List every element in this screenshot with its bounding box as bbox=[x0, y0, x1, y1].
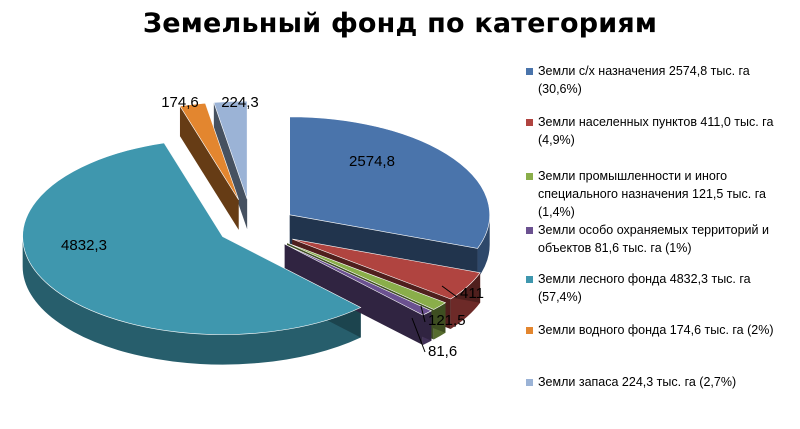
pie-slice-6 bbox=[179, 102, 239, 200]
chart-title: Земельный фонд по категориям bbox=[142, 8, 658, 39]
pie-slice-3 bbox=[286, 242, 447, 310]
legend-label: Земли промышленности и иного специальног… bbox=[538, 169, 766, 219]
legend-item: Земли запаса 224,3 тыс. га (2,7%) bbox=[524, 373, 792, 391]
data-label-4: 81,6 bbox=[428, 343, 457, 360]
legend-swatch bbox=[526, 119, 533, 126]
legend-item: Земли промышленности и иного специальног… bbox=[524, 167, 792, 221]
legend-swatch bbox=[526, 68, 533, 75]
data-label-7: 224,3 bbox=[221, 94, 259, 111]
legend-label: Земли водного фонда 174,6 тыс. га (2%) bbox=[538, 323, 774, 337]
legend-item: Земли особо охраняемых территорий и объе… bbox=[524, 221, 792, 257]
data-label-2: 411 bbox=[460, 285, 484, 302]
pie-slice-5 bbox=[22, 142, 362, 335]
pie-slice-1 bbox=[289, 116, 490, 249]
legend-item: Земли водного фонда 174,6 тыс. га (2%) bbox=[524, 321, 792, 339]
data-label-1: 2574,8 bbox=[349, 153, 395, 170]
pie-slice-7 bbox=[213, 100, 248, 200]
legend-item: Земли лесного фонда 4832,3 тыс. га (57,4… bbox=[524, 270, 792, 306]
data-label-3: 121,5 bbox=[428, 312, 466, 329]
legend-label: Земли запаса 224,3 тыс. га (2,7%) bbox=[538, 375, 737, 389]
legend-item: Земли населенных пунктов 411,0 тыс. га (… bbox=[524, 113, 792, 149]
data-label-5: 4832,3 bbox=[61, 237, 107, 254]
legend-swatch bbox=[526, 227, 533, 234]
legend-swatch bbox=[526, 276, 533, 283]
pie-slice-2 bbox=[292, 238, 481, 300]
pie-chart: 2574,8 411 121,5 81,6 4832,3 174,6 224,3 bbox=[22, 94, 490, 365]
legend-swatch bbox=[526, 327, 533, 334]
legend-label: Земли лесного фонда 4832,3 тыс. га (57,4… bbox=[538, 272, 751, 304]
legend-swatch bbox=[526, 173, 533, 180]
legend-label: Земли с/х назначения 2574,8 тыс. га (30,… bbox=[538, 64, 750, 96]
legend-swatch bbox=[526, 379, 533, 386]
legend-label: Земли населенных пунктов 411,0 тыс. га (… bbox=[538, 115, 774, 147]
legend-item: Земли с/х назначения 2574,8 тыс. га (30,… bbox=[524, 62, 792, 98]
data-label-6: 174,6 bbox=[161, 94, 199, 111]
legend-label: Земли особо охраняемых территорий и объе… bbox=[538, 223, 769, 255]
